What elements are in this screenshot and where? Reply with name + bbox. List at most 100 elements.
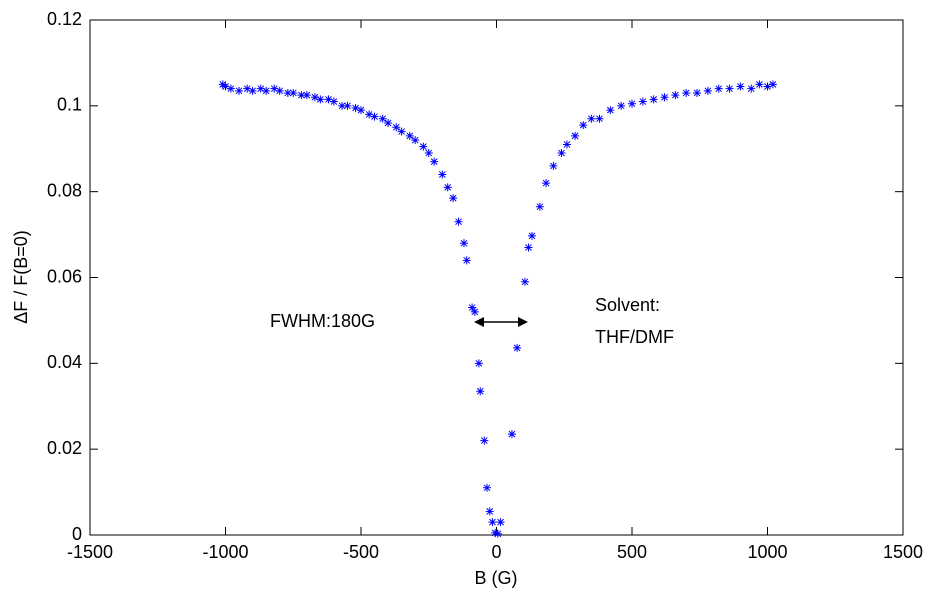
data-point <box>488 518 497 527</box>
data-point <box>491 528 500 537</box>
data-point <box>768 80 777 89</box>
data-point <box>562 140 571 149</box>
data-point <box>671 91 680 100</box>
data-point <box>302 91 311 100</box>
data-point <box>470 307 479 316</box>
data-point <box>476 387 485 396</box>
x-tick-label: -1000 <box>202 542 248 562</box>
y-tick-label: 0.04 <box>47 352 82 372</box>
fwhm-arrow <box>474 317 528 327</box>
x-tick-label: 1000 <box>747 542 787 562</box>
data-point <box>483 483 492 492</box>
data-point <box>682 88 691 97</box>
data-point <box>324 95 333 104</box>
data-point <box>430 157 439 166</box>
data-point <box>275 86 284 95</box>
data-point <box>535 202 544 211</box>
x-tick-label: 500 <box>617 542 647 562</box>
data-point <box>714 84 723 93</box>
data-point <box>310 93 319 102</box>
data-point <box>485 507 494 516</box>
data-point <box>638 97 647 106</box>
data-point <box>579 121 588 130</box>
data-point <box>587 114 596 123</box>
data-point <box>725 84 734 93</box>
data-point <box>524 243 533 252</box>
data-point <box>703 86 712 95</box>
y-tick-label: 0.02 <box>47 438 82 458</box>
y-tick-label: 0 <box>72 524 82 544</box>
data-point <box>449 194 458 203</box>
data-point <box>397 127 406 136</box>
data-point <box>649 95 658 104</box>
data-point <box>316 95 325 104</box>
data-point <box>493 529 502 538</box>
data-point <box>411 136 420 145</box>
y-tick-label: 0.06 <box>47 266 82 286</box>
data-point <box>248 86 257 95</box>
data-point <box>660 93 669 102</box>
data-point <box>462 256 471 265</box>
data-point <box>496 518 505 527</box>
data-point <box>338 101 347 110</box>
y-tick-label: 0.08 <box>47 180 82 200</box>
data-point <box>468 303 477 312</box>
data-point <box>243 84 252 93</box>
data-point <box>384 119 393 127</box>
data-point <box>226 84 235 93</box>
data-point <box>528 231 537 240</box>
data-point <box>513 343 522 352</box>
annotation: FWHM:180G <box>270 311 375 331</box>
data-point <box>351 103 360 112</box>
data-point <box>283 88 292 97</box>
data-point <box>459 239 468 248</box>
data-point <box>405 131 414 140</box>
annotation: Solvent: <box>595 295 660 315</box>
data-point <box>365 110 374 119</box>
data-point <box>262 86 271 95</box>
x-tick-label: -1500 <box>67 542 113 562</box>
data-point <box>595 114 604 123</box>
data-point <box>628 99 636 108</box>
data-point <box>297 91 306 100</box>
data-point <box>357 106 365 115</box>
x-axis-label: B (G) <box>475 568 518 588</box>
data-point <box>270 84 279 93</box>
x-tick-label: -500 <box>343 542 379 562</box>
data-point <box>747 84 756 93</box>
data-point <box>392 123 401 132</box>
data-point <box>606 106 615 115</box>
data-point <box>763 82 772 91</box>
data-point <box>520 277 529 286</box>
x-tick-label: 0 <box>491 542 501 562</box>
data-point <box>370 112 379 121</box>
data-point <box>617 101 626 110</box>
data-point <box>542 179 551 188</box>
data-point <box>329 97 338 106</box>
data-point <box>221 82 230 91</box>
data-point <box>549 161 558 170</box>
data-point <box>507 430 516 439</box>
data-point <box>438 170 447 179</box>
data-point <box>736 82 745 91</box>
data-point <box>693 88 702 97</box>
data-point <box>480 436 489 445</box>
data-point <box>289 88 298 97</box>
data-point <box>755 80 764 89</box>
y-tick-label: 0.1 <box>57 95 82 115</box>
data-point <box>424 149 433 158</box>
plot-frame <box>89 19 904 536</box>
annotation: THF/DMF <box>595 327 674 347</box>
data-point <box>474 359 483 368</box>
data-point <box>235 86 244 95</box>
data-point <box>443 183 452 192</box>
data-point <box>419 142 428 151</box>
data-point <box>256 84 265 93</box>
y-axis-label: ΔF / F(B=0) <box>11 230 31 324</box>
x-tick-label: 1500 <box>883 542 923 562</box>
data-point <box>571 131 580 140</box>
data-point <box>454 217 463 226</box>
data-point <box>378 114 387 123</box>
y-tick-label: 0.12 <box>47 9 82 29</box>
